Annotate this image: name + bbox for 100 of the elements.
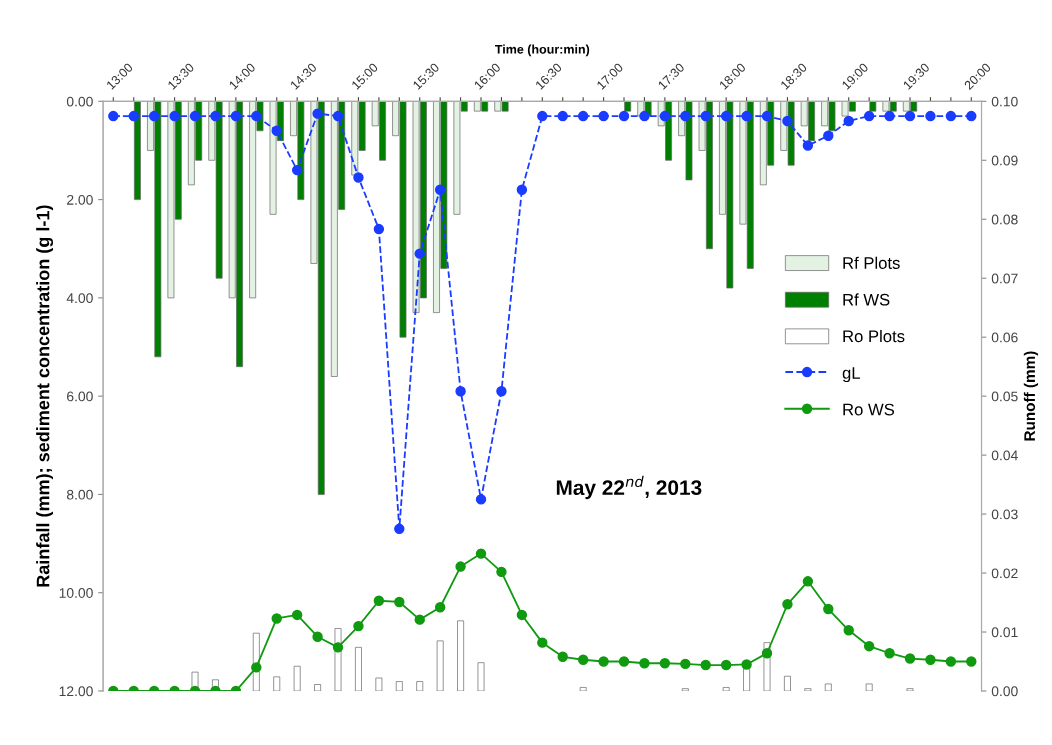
y2-tick-label: 0.05 (991, 391, 1018, 402)
x-axis-title: Time (hour:min) (494, 44, 590, 57)
point (516, 609, 528, 621)
y2-tick-label: 0.00 (991, 686, 1018, 697)
bar (784, 675, 791, 691)
point (823, 130, 834, 141)
point (966, 656, 977, 667)
point (251, 110, 262, 122)
point (394, 523, 405, 535)
point (904, 110, 916, 122)
point (680, 658, 691, 670)
y2-tick-label: 0.07 (991, 273, 1018, 284)
point (455, 386, 466, 397)
bar (824, 683, 832, 691)
point (659, 110, 671, 122)
y2-tick-label: 0.09 (991, 155, 1018, 166)
point (720, 659, 732, 671)
point (741, 110, 752, 122)
bar (624, 101, 632, 112)
point (843, 115, 854, 127)
bar (579, 687, 587, 691)
bar (865, 683, 873, 691)
point (945, 110, 957, 122)
point (475, 494, 487, 505)
legend-label: Rf Plots (843, 256, 900, 269)
point (537, 637, 548, 648)
y2-axis-title: Runoff (mm) (1023, 351, 1039, 441)
point (802, 140, 814, 151)
point (904, 653, 916, 664)
point (475, 548, 487, 559)
point (312, 108, 323, 119)
point (537, 110, 548, 122)
bar (477, 662, 485, 691)
annotation: May 22$^{nd}$, 2013 (556, 475, 702, 500)
y-tick-label: 6.00 (67, 391, 93, 402)
point (414, 614, 425, 625)
point (353, 620, 364, 632)
point (720, 110, 732, 122)
y-tick-label: 2.00 (67, 194, 93, 205)
point (169, 110, 180, 122)
point (884, 110, 895, 122)
point (700, 659, 711, 671)
point (680, 110, 691, 122)
legend-label: Ro Plots (843, 329, 905, 343)
bar (395, 681, 403, 691)
point (884, 648, 895, 659)
point (741, 659, 752, 670)
bar (457, 620, 465, 691)
point (189, 110, 201, 122)
point (598, 110, 609, 122)
point (271, 613, 282, 624)
y-tick-label: 10.00 (59, 588, 93, 598)
point (618, 656, 630, 667)
legend-label: gL (842, 367, 861, 383)
point (700, 110, 711, 122)
point (659, 658, 671, 669)
point (557, 110, 568, 122)
point (230, 110, 242, 122)
point (434, 602, 446, 613)
point (312, 631, 323, 642)
point (945, 656, 957, 667)
point (291, 164, 303, 176)
point (414, 248, 425, 259)
bar (436, 640, 444, 691)
point (516, 184, 528, 195)
y2-tick-label: 0.10 (991, 96, 1018, 107)
point (843, 625, 854, 636)
point (455, 561, 466, 572)
bar (681, 688, 689, 691)
point (802, 576, 814, 587)
point (782, 599, 793, 610)
bar (273, 676, 281, 691)
point (394, 596, 405, 608)
point (148, 110, 160, 122)
point (108, 110, 119, 122)
point (434, 184, 446, 195)
point (639, 658, 650, 669)
y-tick-label: 0.00 (66, 96, 93, 107)
bar (293, 665, 301, 691)
bar (355, 647, 362, 691)
bar (314, 684, 322, 691)
point (373, 595, 385, 606)
y-tick-label: 12.00 (59, 686, 93, 697)
point (128, 110, 139, 122)
y2-tick-label: 0.08 (991, 214, 1018, 225)
point (966, 110, 977, 122)
point (782, 115, 793, 127)
bar (416, 681, 424, 691)
point (577, 654, 589, 665)
y2-tick-label: 0.04 (991, 450, 1018, 461)
point (925, 110, 936, 122)
y2-tick-label: 0.01 (991, 627, 1018, 638)
point (598, 656, 609, 667)
point (557, 651, 568, 662)
point (210, 110, 221, 122)
y-tick-label: 4.00 (66, 293, 93, 304)
y-tick-label: 8.00 (66, 489, 93, 500)
y2-tick-label: 0.03 (991, 509, 1018, 520)
legend-label: Ro WS (843, 403, 895, 416)
bar (804, 688, 812, 691)
